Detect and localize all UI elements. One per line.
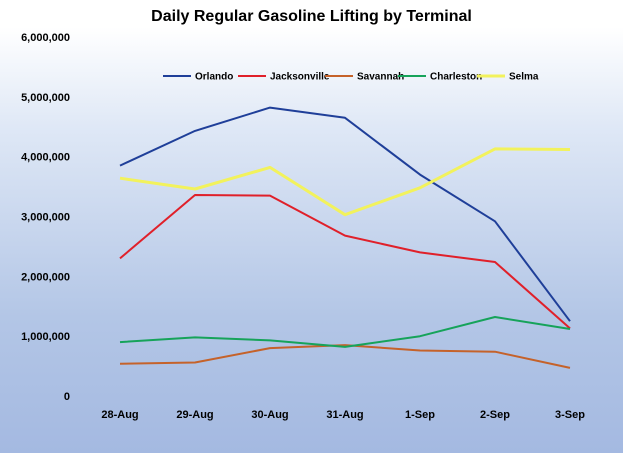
x-tick-label: 30-Aug <box>251 409 288 421</box>
series-line-selma <box>119 147 571 217</box>
chart-title: Daily Regular Gasoline Lifting by Termin… <box>151 8 472 25</box>
series-line-savannah <box>119 344 571 369</box>
y-tick-label: 4,000,000 <box>21 152 70 164</box>
x-tick-label: 2-Sep <box>480 409 510 421</box>
y-tick-label: 1,000,000 <box>21 331 70 343</box>
legend-label: Charleston <box>430 72 482 83</box>
y-tick-label: 3,000,000 <box>21 212 70 224</box>
y-tick-label: 5,000,000 <box>21 92 70 104</box>
y-tick-label: 0 <box>64 391 70 403</box>
x-tick-label: 29-Aug <box>176 409 213 421</box>
x-tick-label: 31-Aug <box>326 409 363 421</box>
legend-label: Jacksonville <box>270 72 330 83</box>
y-tick-label: 2,000,000 <box>21 271 70 283</box>
y-tick-label: 6,000,000 <box>21 32 70 44</box>
legend-label: Savannah <box>357 72 404 83</box>
series-line-charleston <box>119 316 571 348</box>
legend-label: Selma <box>509 72 539 83</box>
x-tick-label: 28-Aug <box>101 409 138 421</box>
x-tick-label: 3-Sep <box>555 409 585 421</box>
x-tick-label: 1-Sep <box>405 409 435 421</box>
series-line-orlando <box>119 106 571 322</box>
series-line-jacksonville <box>119 194 571 330</box>
legend-label: Orlando <box>195 72 233 83</box>
